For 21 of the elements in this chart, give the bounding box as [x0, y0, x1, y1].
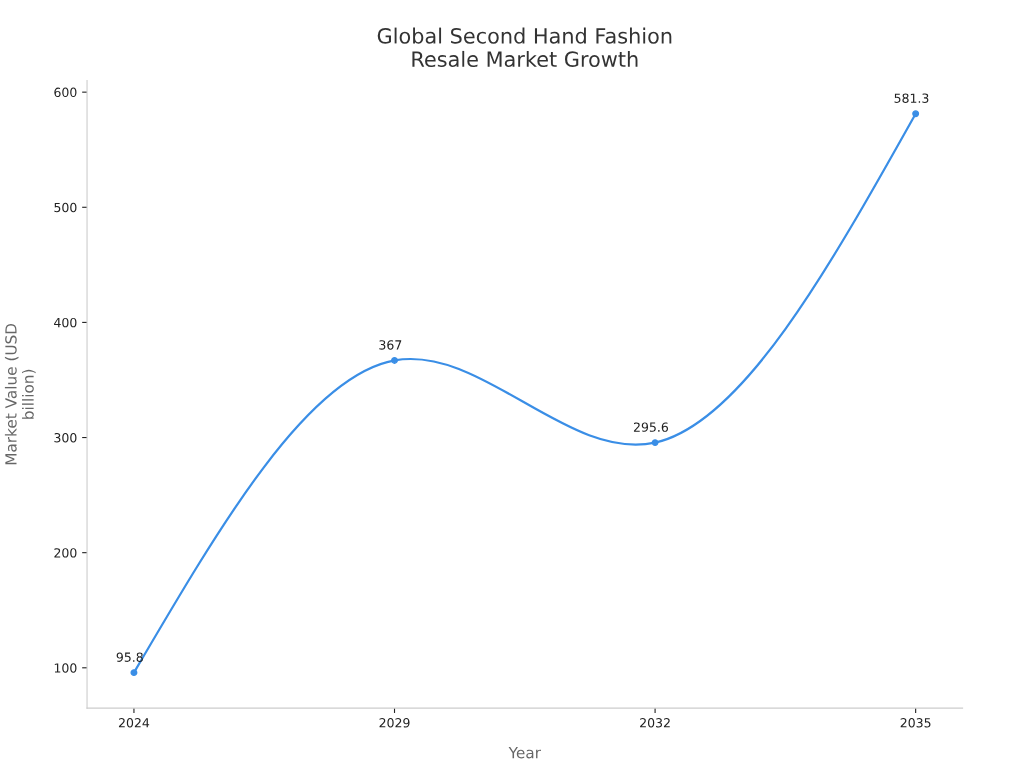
data-label: 295.6	[633, 422, 669, 432]
y-axis-title: Market Value (USD billion)	[4, 323, 36, 465]
y-tick-label: 400	[54, 317, 77, 328]
data-label: 367	[379, 340, 402, 350]
x-tick-label: 2035	[900, 718, 931, 728]
y-tick-label: 600	[54, 87, 77, 98]
x-tick-label: 2024	[118, 718, 150, 728]
chart-title: Global Second Hand Fashion Resale Market Growth	[377, 27, 672, 68]
y-tick-label: 500	[54, 202, 77, 213]
x-tick-label: 2029	[379, 718, 410, 728]
y-tick-label: 200	[54, 548, 77, 558]
point	[391, 356, 398, 364]
x-axis-title: Year	[508, 747, 541, 759]
y-tick-label: 100	[54, 663, 77, 673]
data-label: 581.3	[894, 93, 929, 103]
data-label: 95.8	[116, 652, 143, 662]
y-tick-label: 300	[54, 433, 77, 443]
point	[912, 110, 920, 118]
point	[130, 669, 138, 677]
x-tick-label: 2032	[640, 718, 670, 728]
point	[651, 439, 659, 447]
